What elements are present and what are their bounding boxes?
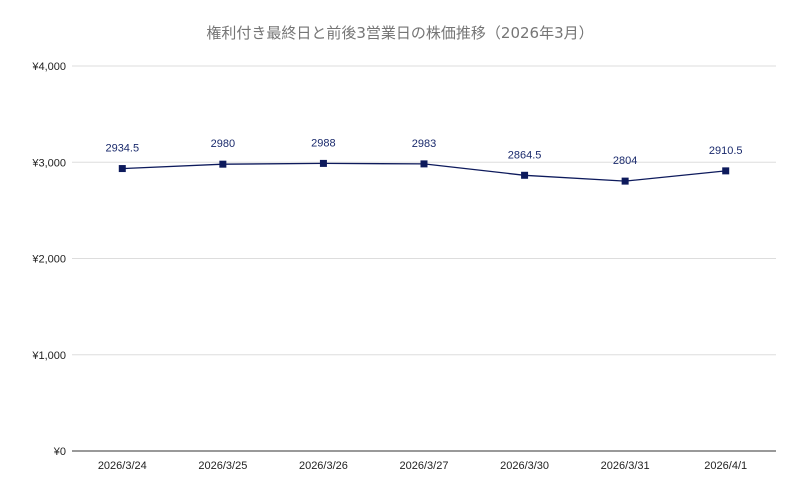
data-point-marker [420,160,428,168]
data-value-label: 2910.5 [709,145,743,157]
y-tick-label: ¥4,000 [31,61,66,73]
data-labels: 2934.5 2980 2988 2983 2864.5 2804 2910.5 [105,137,742,167]
x-tick-label: 2026/3/30 [500,460,549,472]
y-tick-label: ¥1,000 [31,350,66,362]
x-tick-label: 2026/3/27 [400,460,449,472]
data-markers [118,159,730,185]
x-axis-tick-labels: 2026/3/24 2026/3/25 2026/3/26 2026/3/27 2026… [98,460,747,472]
chart-title: 権利付き最終日と前後3営業日の株価推移（2026年3月） [206,24,594,42]
x-tick-label: 2026/3/24 [98,460,147,472]
grid-lines [72,65,776,356]
y-tick-label: ¥2,000 [31,254,66,266]
data-value-label: 2934.5 [105,143,139,155]
data-value-label: 2864.5 [508,149,542,161]
data-value-label: 2804 [613,155,637,167]
y-tick-label: ¥3,000 [31,157,66,169]
x-tick-label: 2026/3/25 [198,460,247,472]
data-value-label: 2980 [211,138,235,150]
data-value-label: 2988 [311,137,335,149]
x-tick-label: 2026/3/26 [299,460,348,472]
data-point-marker [319,159,327,167]
x-tick-label: 2026/4/1 [704,460,747,472]
y-tick-label: ¥0 [53,446,66,458]
y-axis-tick-labels: ¥0 ¥1,000 ¥2,000 ¥3,000 ¥4,000 [31,61,66,458]
data-point-marker [118,165,126,173]
data-point-marker [219,160,227,168]
x-tick-label: 2026/3/31 [601,460,650,472]
data-point-marker [722,167,730,175]
data-point-marker [621,177,629,185]
data-value-label: 2983 [412,138,436,150]
data-point-marker [521,171,529,179]
